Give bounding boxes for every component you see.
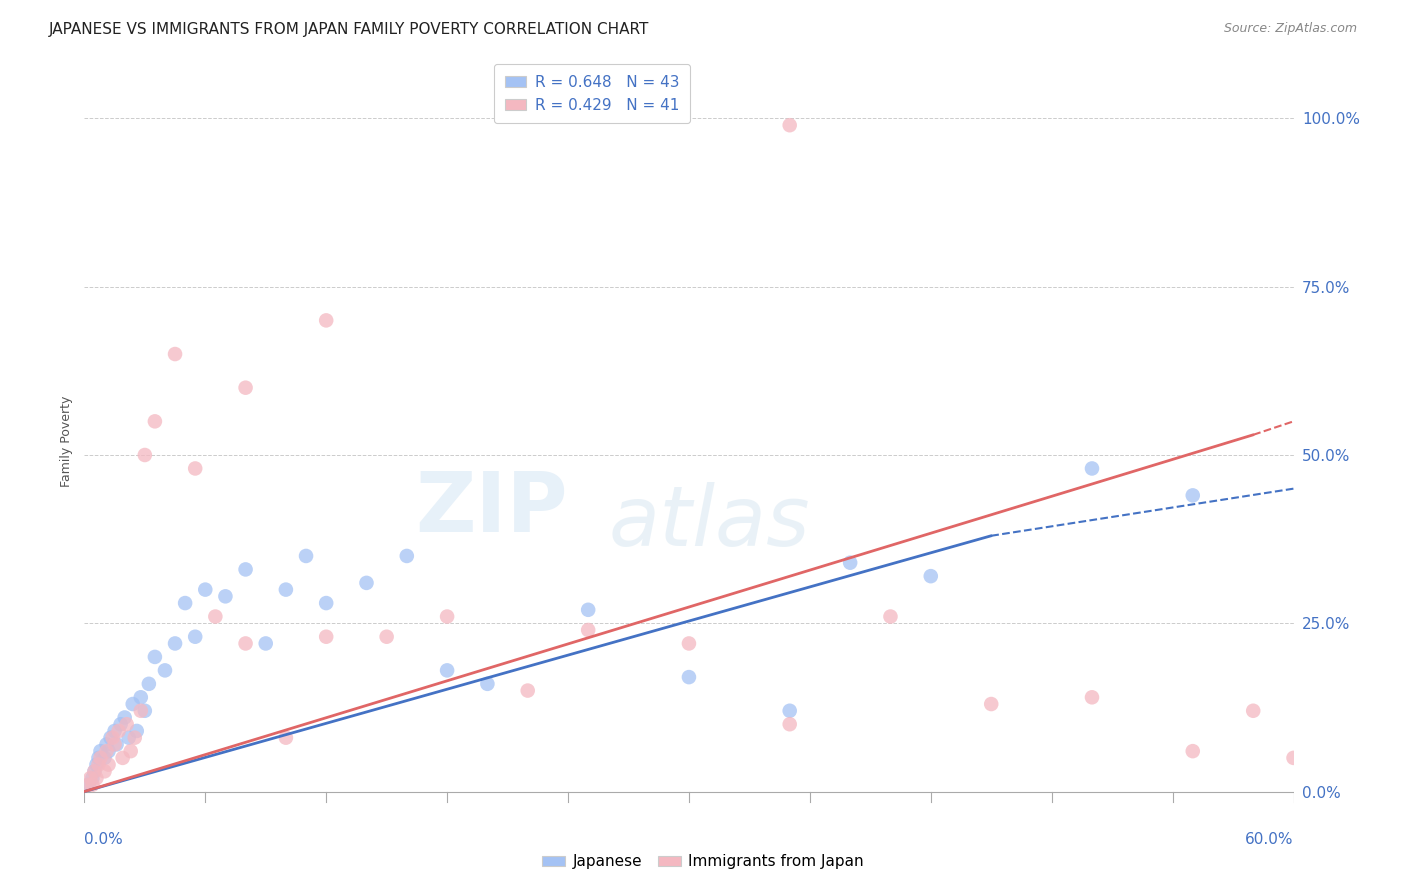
Text: 60.0%: 60.0% — [1246, 832, 1294, 847]
Point — [375, 630, 398, 644]
Point — [153, 664, 176, 678]
Point — [104, 738, 127, 752]
Point — [110, 717, 132, 731]
Point — [274, 731, 297, 745]
Point — [920, 569, 942, 583]
Point — [516, 683, 538, 698]
Point — [82, 778, 104, 792]
Point — [129, 690, 152, 705]
Text: JAPANESE VS IMMIGRANTS FROM JAPAN FAMILY POVERTY CORRELATION CHART: JAPANESE VS IMMIGRANTS FROM JAPAN FAMILY… — [49, 22, 650, 37]
Point — [235, 381, 257, 395]
Point — [174, 596, 197, 610]
Point — [83, 764, 105, 779]
Point — [274, 582, 297, 597]
Point — [165, 347, 187, 361]
Point — [295, 549, 318, 563]
Point — [980, 697, 1002, 711]
Point — [1241, 704, 1264, 718]
Point — [436, 664, 458, 678]
Point — [100, 731, 122, 745]
Point — [165, 636, 187, 650]
Point — [576, 603, 599, 617]
Point — [356, 575, 378, 590]
Point — [89, 744, 111, 758]
Point — [125, 723, 148, 738]
Point — [87, 757, 110, 772]
Point — [96, 744, 118, 758]
Point — [1181, 488, 1204, 502]
Point — [194, 582, 217, 597]
Point — [96, 738, 118, 752]
Point — [779, 118, 801, 132]
Point — [138, 677, 160, 691]
Point — [143, 649, 166, 664]
Point — [576, 623, 599, 637]
Text: ZIP: ZIP — [416, 468, 568, 549]
Point — [839, 556, 862, 570]
Point — [101, 731, 124, 745]
Point — [107, 723, 129, 738]
Point — [77, 778, 100, 792]
Text: atlas: atlas — [609, 482, 810, 563]
Text: 0.0%: 0.0% — [84, 832, 124, 847]
Point — [124, 731, 146, 745]
Point — [143, 414, 166, 428]
Point — [779, 704, 801, 718]
Point — [315, 630, 337, 644]
Point — [86, 757, 108, 772]
Point — [93, 764, 115, 779]
Point — [134, 448, 156, 462]
Point — [82, 771, 104, 785]
Point — [129, 704, 152, 718]
Point — [678, 636, 700, 650]
Point — [214, 590, 236, 604]
Point — [86, 771, 108, 785]
Point — [93, 751, 115, 765]
Legend: Japanese, Immigrants from Japan: Japanese, Immigrants from Japan — [536, 848, 870, 875]
Text: Source: ZipAtlas.com: Source: ZipAtlas.com — [1223, 22, 1357, 36]
Point — [111, 751, 134, 765]
Point — [89, 751, 111, 765]
Point — [1081, 461, 1104, 475]
Point — [779, 717, 801, 731]
Point — [120, 744, 142, 758]
Point — [315, 596, 337, 610]
Point — [235, 636, 257, 650]
Point — [1181, 744, 1204, 758]
Point — [235, 562, 257, 576]
Point — [184, 461, 207, 475]
Point — [118, 731, 141, 745]
Point — [121, 697, 143, 711]
Point — [315, 313, 337, 327]
Point — [134, 704, 156, 718]
Legend: R = 0.648   N = 43, R = 0.429   N = 41: R = 0.648 N = 43, R = 0.429 N = 41 — [494, 64, 690, 123]
Point — [77, 778, 100, 792]
Y-axis label: Family Poverty: Family Poverty — [60, 396, 73, 487]
Point — [204, 609, 226, 624]
Point — [254, 636, 277, 650]
Point — [83, 764, 105, 779]
Point — [184, 630, 207, 644]
Point — [1282, 751, 1305, 765]
Point — [678, 670, 700, 684]
Point — [79, 771, 101, 785]
Point — [879, 609, 901, 624]
Point — [436, 609, 458, 624]
Point — [477, 677, 499, 691]
Point — [104, 723, 127, 738]
Point — [97, 757, 120, 772]
Point — [87, 751, 110, 765]
Point — [97, 744, 120, 758]
Point — [115, 717, 138, 731]
Point — [395, 549, 418, 563]
Point — [114, 710, 136, 724]
Point — [105, 738, 128, 752]
Point — [1081, 690, 1104, 705]
